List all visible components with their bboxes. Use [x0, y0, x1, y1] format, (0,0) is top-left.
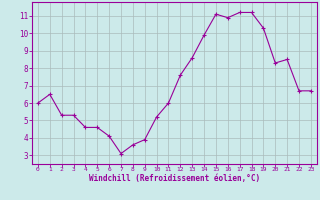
- X-axis label: Windchill (Refroidissement éolien,°C): Windchill (Refroidissement éolien,°C): [89, 174, 260, 183]
